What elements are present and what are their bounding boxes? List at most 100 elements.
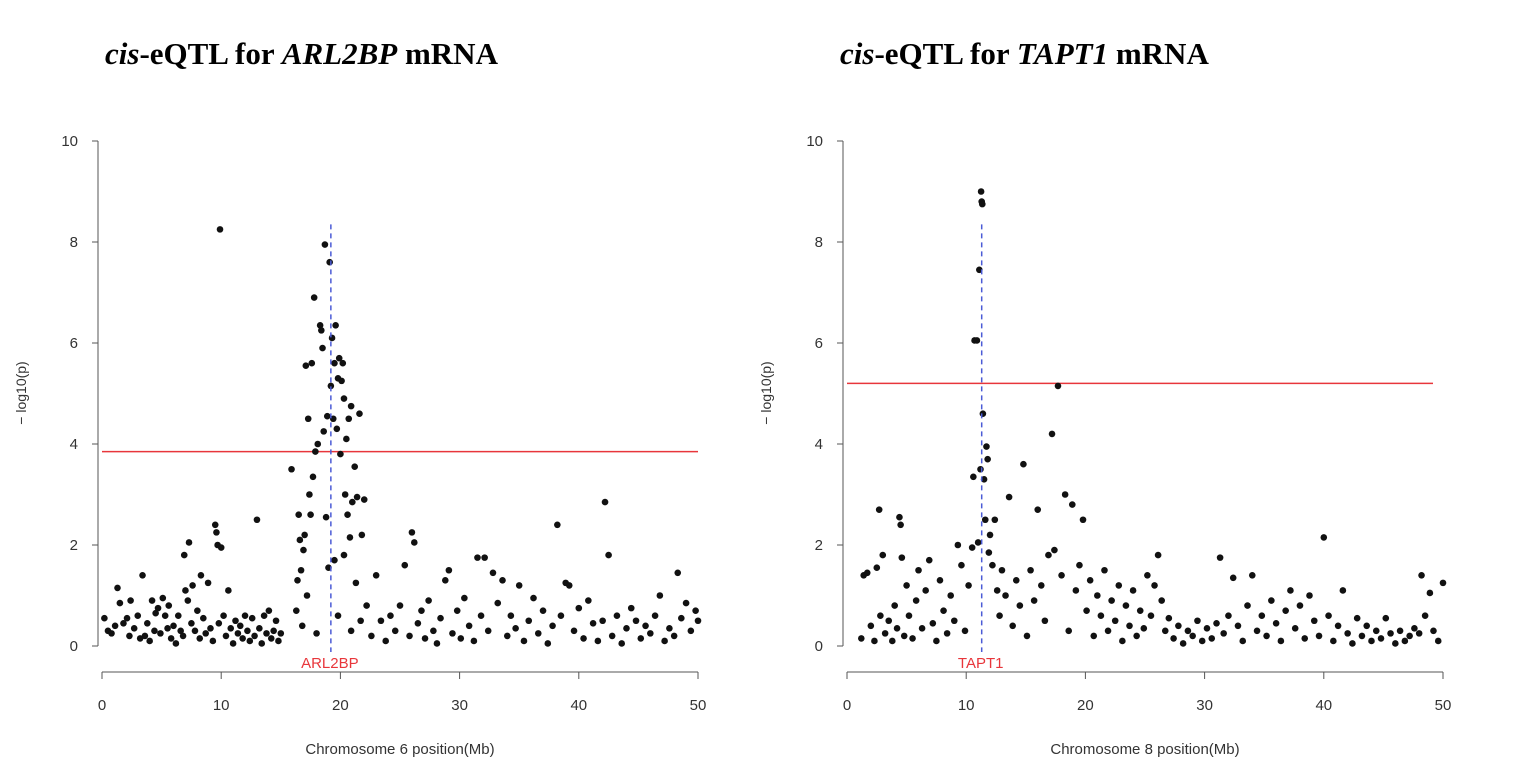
data-point — [973, 337, 981, 344]
data-point — [319, 344, 326, 352]
y-tick-label: 2 — [815, 537, 823, 554]
data-point — [1076, 561, 1083, 569]
data-point — [248, 614, 256, 622]
data-point — [346, 534, 354, 541]
data-point — [1216, 554, 1224, 561]
data-point — [1154, 551, 1162, 559]
data-point — [101, 614, 108, 622]
data-point — [1016, 602, 1024, 609]
data-point — [1027, 566, 1034, 574]
data-point — [225, 587, 232, 594]
data-point — [288, 465, 295, 473]
data-point — [1287, 587, 1294, 594]
data-point — [146, 637, 153, 645]
data-point — [194, 607, 201, 614]
data-point — [1133, 632, 1140, 640]
data-point — [1406, 632, 1413, 640]
data-point — [170, 622, 177, 630]
data-point — [863, 569, 871, 577]
data-point — [196, 635, 204, 642]
data-point — [898, 554, 906, 561]
data-point — [554, 521, 561, 529]
data-point — [328, 334, 336, 342]
data-point — [991, 516, 999, 524]
data-point — [159, 594, 167, 602]
data-point — [177, 627, 184, 635]
data-point — [314, 440, 322, 448]
data-point — [215, 619, 223, 627]
y-tick-label: 8 — [70, 234, 78, 251]
data-point — [213, 529, 220, 536]
data-point — [387, 612, 394, 619]
data-point — [1136, 607, 1144, 614]
data-point — [989, 561, 996, 569]
data-point — [979, 410, 987, 418]
data-point — [481, 554, 488, 561]
data-point — [457, 635, 465, 642]
data-point — [337, 450, 344, 458]
data-point — [970, 473, 977, 481]
data-point — [347, 627, 355, 635]
data-point — [599, 617, 606, 625]
data-point — [1140, 625, 1148, 632]
data-point — [246, 637, 254, 645]
data-point — [1170, 635, 1177, 642]
data-point — [1396, 627, 1404, 635]
data-point — [157, 630, 164, 637]
data-point — [1129, 587, 1137, 594]
data-point — [1198, 637, 1206, 645]
data-point — [335, 354, 343, 362]
data-point — [608, 632, 616, 640]
data-point — [1041, 617, 1049, 625]
data-point — [503, 632, 511, 640]
data-point — [1208, 635, 1216, 642]
data-point — [207, 625, 214, 632]
data-point — [326, 258, 333, 266]
data-point — [661, 637, 668, 645]
data-point — [312, 448, 319, 455]
data-point — [1426, 589, 1434, 597]
data-point — [265, 607, 273, 614]
data-point — [143, 619, 151, 627]
data-point — [601, 498, 609, 506]
data-point — [1048, 430, 1056, 438]
data-point — [108, 630, 115, 637]
data-point — [544, 640, 552, 647]
data-point — [234, 630, 242, 637]
data-point — [1349, 640, 1356, 647]
data-point — [358, 531, 366, 539]
data-point — [977, 465, 984, 473]
data-point — [896, 513, 903, 521]
data-point — [445, 566, 453, 574]
data-point — [1291, 625, 1299, 632]
data-point — [605, 551, 612, 559]
data-point — [368, 632, 375, 640]
data-point — [1068, 501, 1076, 508]
data-point — [998, 566, 1006, 574]
data-point — [1020, 460, 1027, 468]
data-point — [1090, 632, 1098, 640]
data-point — [1363, 622, 1371, 630]
data-point — [357, 617, 364, 625]
data-point — [1334, 622, 1342, 630]
data-point — [260, 612, 268, 619]
data-point — [222, 632, 230, 640]
data-point — [1101, 566, 1108, 574]
data-point — [297, 566, 305, 574]
data-point — [341, 491, 349, 498]
data-point — [204, 579, 212, 587]
data-point — [1058, 572, 1065, 579]
x-tick-label: 10 — [213, 697, 230, 714]
data-point — [589, 619, 597, 627]
data-point — [338, 377, 345, 385]
data-point — [152, 609, 159, 617]
data-point — [1234, 622, 1242, 630]
data-point — [1005, 493, 1013, 501]
data-point — [858, 635, 865, 642]
data-point — [484, 627, 492, 635]
data-point — [1051, 546, 1058, 554]
data-point — [111, 622, 119, 630]
data-point — [968, 544, 976, 551]
chart-title-left: cis-eQTL for ARL2BP mRNA — [105, 36, 498, 71]
data-point — [465, 622, 473, 630]
